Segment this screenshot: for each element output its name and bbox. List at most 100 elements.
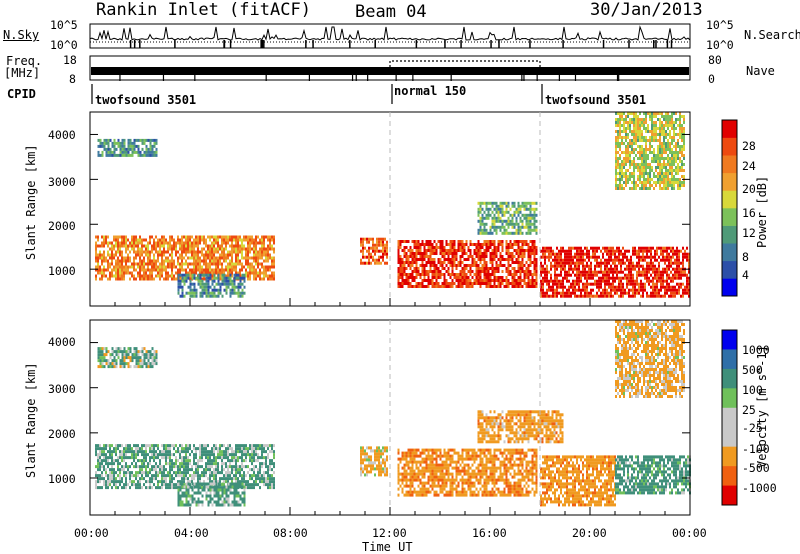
power-cell-region-7 [625,172,627,175]
power-cell-region-4 [421,258,424,261]
power-cell-region-0 [203,247,205,251]
power-cell-region-0 [217,265,219,269]
power-cell-region-0 [269,274,271,278]
power-cell-region-7 [627,145,629,148]
power-cell-region-4 [429,246,432,249]
power-cell-region-3 [376,243,378,247]
power-cell-region-2 [225,285,228,289]
power-cell-region-4 [419,252,422,255]
power-cell-region-6 [606,291,608,295]
power-cell-region-6 [638,255,640,259]
power-cell-region-6 [570,294,572,298]
power-cell-region-6 [540,282,542,286]
power-cell-region-0 [255,274,257,278]
power-cell-region-6 [682,282,684,286]
power-cell-region-0 [197,268,199,272]
power-cell-region-6 [662,276,664,280]
velocity-cell-region-0 [105,468,107,472]
power-cell-region-0 [265,265,267,269]
power-cell-region-6 [634,246,636,250]
velocity-cell-region-0 [165,483,167,487]
power-cell-region-0 [255,271,257,275]
power-cell-region-4 [533,267,536,270]
velocity-cell-region-0 [197,471,199,475]
power-cell-region-2 [241,282,244,286]
power-cell-region-4 [419,285,422,288]
power-cell-region-6 [636,249,638,253]
velocity-cell-region-0 [183,471,185,475]
power-cell-region-7 [639,166,641,169]
power-cell-region-4 [507,285,510,288]
power-cell-region-7 [625,145,627,148]
velocity-cell-region-0 [221,444,223,448]
power-cell-region-4 [431,258,434,261]
power-cell-region-0 [101,262,103,266]
power-cell-region-0 [193,238,195,242]
power-cell-region-0 [137,250,139,254]
power-cell-region-7 [645,121,647,124]
power-cell-region-0 [145,244,147,248]
power-cell-region-0 [121,274,123,278]
power-cell-region-6 [544,267,546,271]
power-cell-region-4 [441,255,444,258]
velocity-cell-region-0 [105,447,107,451]
power-cell-region-7 [619,169,621,172]
power-cell-region-4 [425,273,428,276]
velocity-cell-region-0 [219,483,221,487]
power-cell-region-0 [183,244,185,248]
power-cell-region-0 [139,271,141,275]
velocity-cell-region-0 [195,471,197,475]
power-cell-region-0 [159,250,161,254]
power-cell-region-0 [203,241,205,245]
power-cell-region-6 [598,282,600,286]
velocity-cell-region-0 [103,447,105,451]
power-cell-region-7 [665,166,667,169]
power-cell-region-6 [680,285,682,289]
power-cell-region-4 [523,270,526,273]
power-cell-region-0 [103,241,105,245]
power-cell-region-1 [133,147,136,151]
power-cell-region-6 [646,264,648,268]
power-cell-region-6 [646,261,648,265]
power-cell-region-5 [499,201,502,205]
power-cell-region-1 [119,150,122,154]
power-cell-region-7 [673,178,675,181]
power-cell-region-0 [229,250,231,254]
velocity-cell-region-0 [115,480,117,484]
power-cell-region-0 [267,253,269,257]
power-cell-region-4 [441,282,444,285]
power-cell-region-1 [139,150,142,154]
power-cell-region-4 [437,246,440,249]
velocity-cell-region-0 [127,465,129,469]
power-cell-region-7 [621,130,623,133]
power-cell-region-0 [205,268,207,272]
power-cell-region-7 [669,151,671,154]
power-cell-region-0 [147,265,149,269]
power-cell-region-6 [666,249,668,253]
power-cell-region-0 [101,244,103,248]
power-cell-region-0 [157,259,159,263]
power-cell-region-0 [155,265,157,269]
power-cell-region-0 [223,268,225,272]
power-cell-region-0 [243,238,245,242]
power-cell-region-7 [621,142,623,145]
power-cell-region-6 [672,288,674,292]
power-cell-region-1 [129,153,132,157]
power-cell-region-0 [119,241,121,245]
power-cell-region-4 [499,279,502,282]
power-cell-region-6 [668,294,670,298]
power-cell-region-0 [107,235,109,239]
power-cell-region-4 [445,270,448,273]
power-cell-region-7 [641,118,643,121]
velocity-cell-region-0 [201,471,203,475]
power-cell-region-4 [457,273,460,276]
power-cell-region-0 [255,268,257,272]
power-cell-region-4 [467,249,470,252]
power-cell-region-7 [667,154,669,157]
power-cell-region-2 [233,273,236,277]
power-cell-region-0 [271,238,273,242]
velocity-cell-region-0 [161,468,163,472]
power-cell-region-7 [643,127,645,130]
power-cell-region-0 [103,256,105,260]
power-cell-region-4 [499,255,502,258]
